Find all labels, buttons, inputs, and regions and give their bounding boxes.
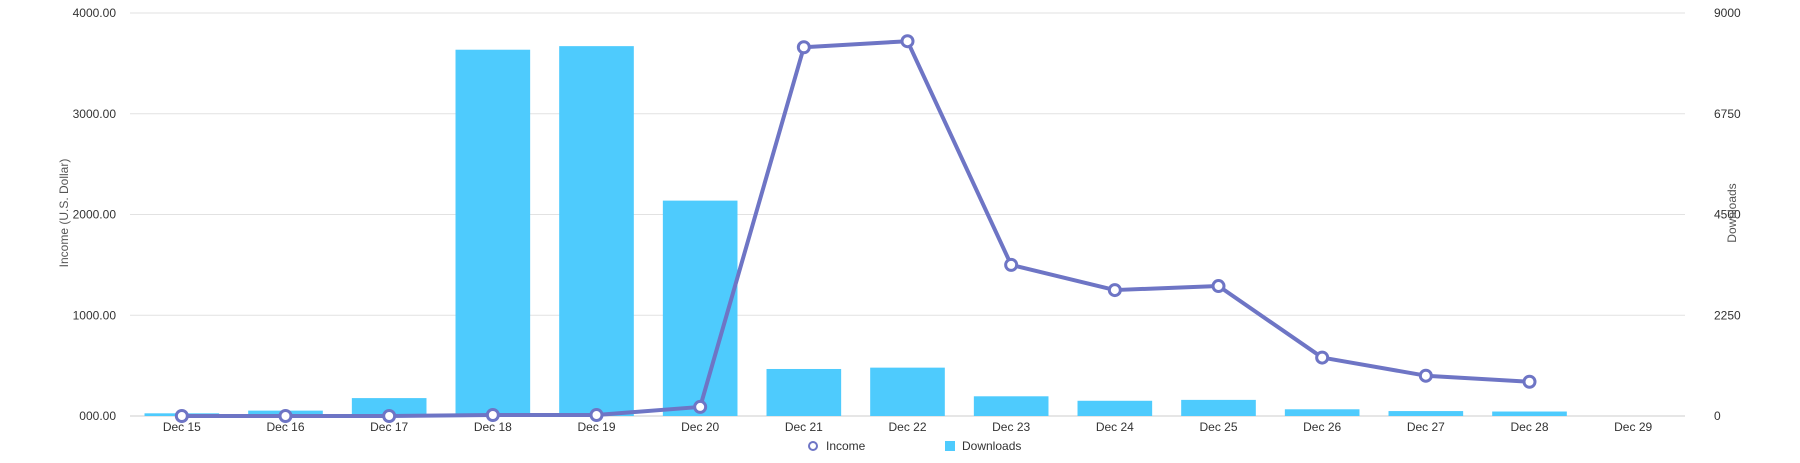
x-tick-label: Dec 28 <box>1510 420 1548 434</box>
left-tick-label: 3000.00 <box>73 107 117 121</box>
x-tick-label: Dec 16 <box>266 420 304 434</box>
gridlines <box>130 12 1685 417</box>
income-point[interactable] <box>1315 350 1330 365</box>
income-point[interactable] <box>796 40 811 55</box>
legend: Income Downloads <box>808 439 1021 453</box>
x-tick-label: Dec 27 <box>1407 420 1445 434</box>
downloads-bar[interactable] <box>1077 400 1153 416</box>
x-tick-label: Dec 21 <box>785 420 823 434</box>
income-point[interactable] <box>1418 368 1433 383</box>
x-tick-label: Dec 17 <box>370 420 408 434</box>
legend-item-income[interactable]: Income <box>808 439 866 453</box>
downloads-bar[interactable] <box>455 49 531 417</box>
income-point[interactable] <box>693 399 708 414</box>
income-point[interactable] <box>1004 257 1019 272</box>
x-tick-label: Dec 20 <box>681 420 719 434</box>
legend-downloads-marker <box>945 441 955 451</box>
legend-income-label: Income <box>826 439 866 453</box>
right-tick-label: 4500 <box>1714 208 1741 222</box>
x-tick-label: Dec 15 <box>163 420 201 434</box>
downloads-bar[interactable] <box>870 367 945 416</box>
legend-downloads-label: Downloads <box>962 439 1021 453</box>
downloads-bar[interactable] <box>1284 409 1360 416</box>
right-axis-ticks: 0 2250 4500 6750 9000 <box>1714 6 1741 423</box>
left-tick-label: 1000.00 <box>73 308 117 322</box>
x-tick-label: Dec 24 <box>1096 420 1134 434</box>
income-line-path <box>181 39 1530 418</box>
x-tick-label: Dec 26 <box>1303 420 1341 434</box>
right-tick-label: 2250 <box>1714 308 1741 322</box>
income-point[interactable] <box>174 409 189 423</box>
right-tick-label: 0 <box>1714 409 1721 423</box>
income-point[interactable] <box>382 409 397 423</box>
left-tick-label: 4000.00 <box>73 6 117 20</box>
legend-income-marker <box>808 441 818 451</box>
downloads-bar[interactable] <box>1388 411 1464 416</box>
downloads-bar[interactable] <box>662 200 738 416</box>
x-tick-label: Dec 22 <box>888 420 926 434</box>
downloads-bar[interactable] <box>766 368 842 416</box>
left-tick-label: 2000.00 <box>73 208 117 222</box>
x-tick-label: Dec 29 <box>1614 420 1652 434</box>
income-point[interactable] <box>1211 279 1226 294</box>
left-axis-title: Income (U.S. Dollar) <box>57 159 71 268</box>
x-tick-label: Dec 18 <box>474 420 512 434</box>
downloads-bar[interactable] <box>1492 411 1567 416</box>
left-axis-ticks: 000.00 1000.00 2000.00 3000.00 4000.00 <box>73 6 117 423</box>
downloads-bars <box>144 46 1567 417</box>
legend-item-downloads[interactable]: Downloads <box>945 439 1021 453</box>
income-point[interactable] <box>589 407 604 422</box>
income-point[interactable] <box>1107 283 1122 298</box>
downloads-bar[interactable] <box>973 396 1049 416</box>
downloads-bar[interactable] <box>1181 399 1256 416</box>
downloads-bar[interactable] <box>559 46 634 416</box>
right-tick-label: 9000 <box>1714 6 1741 20</box>
right-axis-title: Downloads <box>1725 183 1739 242</box>
income-point[interactable] <box>1522 374 1537 389</box>
x-tick-label: Dec 19 <box>577 420 615 434</box>
downloads-bar[interactable] <box>351 398 427 416</box>
left-tick-label: 000.00 <box>79 409 116 423</box>
x-tick-label: Dec 23 <box>992 420 1030 434</box>
income-point[interactable] <box>485 407 500 422</box>
x-tick-label: Dec 25 <box>1199 420 1237 434</box>
income-line <box>174 34 1537 423</box>
income-point[interactable] <box>900 34 915 49</box>
income-point[interactable] <box>278 409 293 423</box>
right-tick-label: 6750 <box>1714 107 1741 121</box>
x-axis-ticks: Dec 15 Dec 16 Dec 17 Dec 18 Dec 19 Dec 20 Dec … <box>163 420 1653 434</box>
